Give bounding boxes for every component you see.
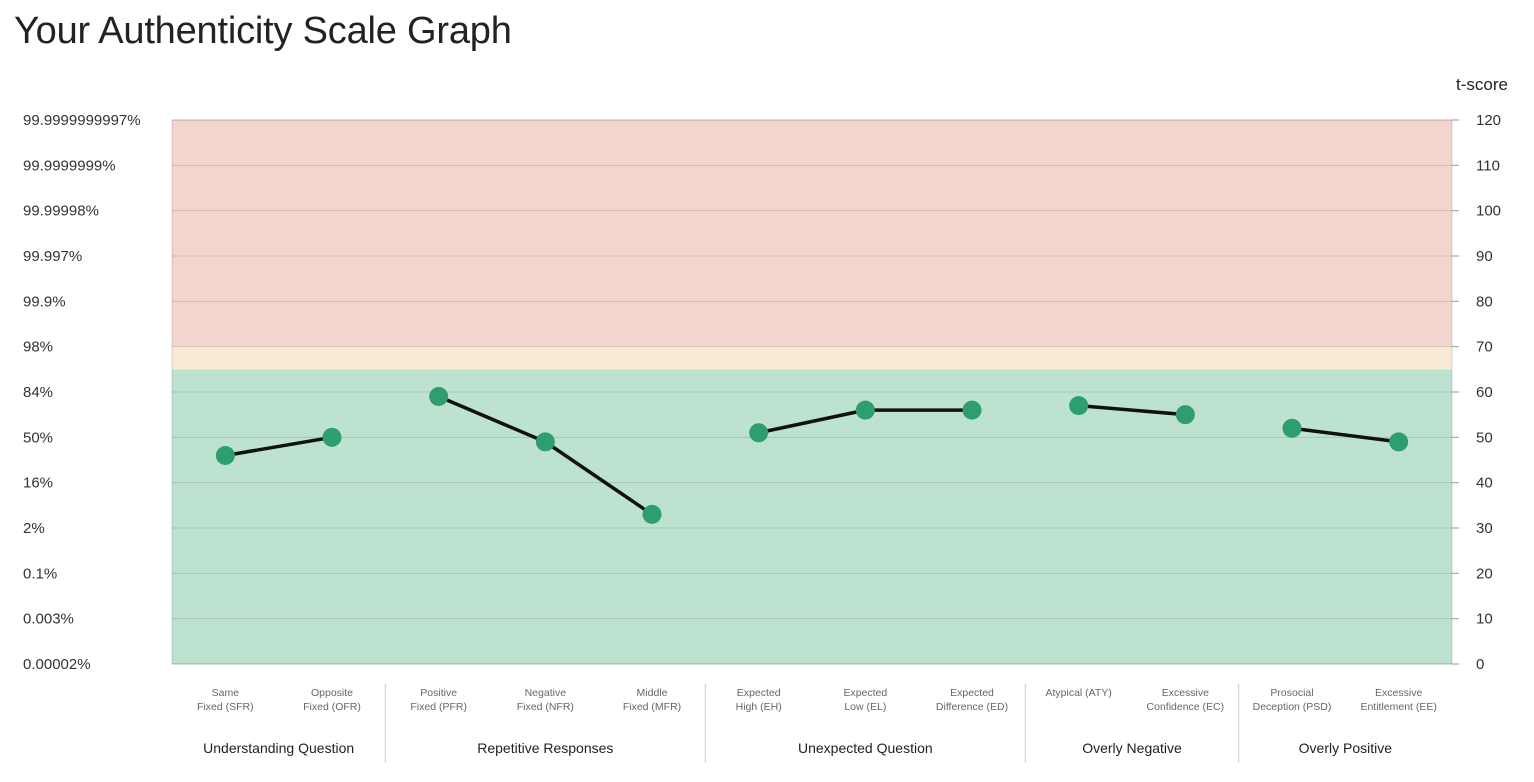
data-point: [749, 423, 769, 443]
right-tick-label: 110: [1476, 157, 1500, 174]
plot-border: [171, 119, 1453, 665]
left-tick-label: 0.003%: [23, 611, 74, 628]
data-point: [855, 400, 875, 420]
category-label: Fixed (MFR): [623, 701, 681, 713]
band-2: [172, 120, 1452, 347]
page-title: Your Authenticity Scale Graph: [14, 10, 512, 52]
data-point: [1282, 418, 1302, 438]
left-tick-label: 2%: [23, 520, 45, 537]
category-label: Expected: [843, 687, 887, 699]
group-label: Understanding Question: [203, 740, 354, 756]
left-tick-label: 99.9%: [23, 293, 66, 310]
y-right-axis-label: t-score: [1456, 75, 1508, 94]
category-label: Opposite: [311, 687, 353, 699]
category-label: Expected: [950, 687, 994, 699]
left-tick-label: 0.1%: [23, 565, 57, 582]
series-line: [1078, 403, 1186, 417]
category-label: Excessive: [1162, 687, 1209, 699]
left-tick-label: 0.00002%: [23, 656, 91, 673]
left-tick-label: 84%: [23, 384, 53, 401]
category-label: Entitlement (EE): [1360, 701, 1436, 713]
left-tick-label: 50%: [23, 429, 53, 446]
left-tick-label: 99.9999999997%: [23, 112, 141, 129]
data-point: [1175, 405, 1195, 425]
category-label: High (EH): [736, 701, 782, 713]
data-point: [429, 387, 449, 407]
data-point: [215, 445, 235, 465]
series-line: [225, 435, 333, 458]
right-tick-label: 90: [1476, 248, 1493, 265]
category-label: Prosocial: [1270, 687, 1313, 699]
right-tick-label: 30: [1476, 520, 1493, 537]
category-label: Positive: [420, 687, 457, 699]
category-label: Atypical (ATY): [1046, 687, 1112, 699]
category-label: Fixed (SFR): [197, 701, 254, 713]
left-tick-label: 98%: [23, 339, 53, 356]
series-line: [1291, 426, 1399, 444]
right-tick-label: 10: [1476, 611, 1493, 628]
category-label: Expected: [737, 687, 781, 699]
right-tick-label: 50: [1476, 429, 1493, 446]
right-tick-label: 60: [1476, 384, 1493, 401]
band-0: [172, 369, 1452, 664]
data-point: [1389, 432, 1409, 452]
category-label: Negative: [525, 687, 567, 699]
category-label: Fixed (OFR): [303, 701, 361, 713]
data-point: [1069, 396, 1089, 416]
left-tick-label: 99.99998%: [23, 203, 99, 220]
data-point: [642, 504, 662, 524]
category-label: Middle: [637, 687, 668, 699]
right-tick-label: 0: [1476, 656, 1484, 673]
category-label: Fixed (PFR): [410, 701, 467, 713]
left-tick-label: 16%: [23, 475, 53, 492]
category-label: Excessive: [1375, 687, 1422, 699]
group-label: Unexpected Question: [798, 740, 933, 756]
data-point: [322, 427, 342, 447]
left-tick-label: 99.9999999%: [23, 157, 116, 174]
data-point: [962, 400, 982, 420]
category-label: Confidence (EC): [1147, 701, 1225, 713]
right-tick-label: 20: [1476, 565, 1493, 582]
group-label: Overly Positive: [1299, 740, 1393, 756]
category-label: Difference (ED): [936, 701, 1008, 713]
category-label: Fixed (NFR): [517, 701, 574, 713]
band-1: [172, 346, 1452, 370]
category-label: Same: [212, 687, 240, 699]
left-tick-label: 99.997%: [23, 248, 82, 265]
right-tick-label: 100: [1476, 203, 1501, 220]
right-tick-label: 70: [1476, 339, 1493, 356]
right-tick-label: 80: [1476, 293, 1493, 310]
category-label: Low (EL): [844, 701, 886, 713]
data-point: [535, 432, 555, 452]
group-label: Overly Negative: [1082, 740, 1182, 756]
right-tick-label: 120: [1476, 112, 1501, 129]
category-label: Deception (PSD): [1253, 701, 1332, 713]
right-tick-label: 40: [1476, 475, 1493, 492]
group-label: Repetitive Responses: [477, 740, 613, 756]
